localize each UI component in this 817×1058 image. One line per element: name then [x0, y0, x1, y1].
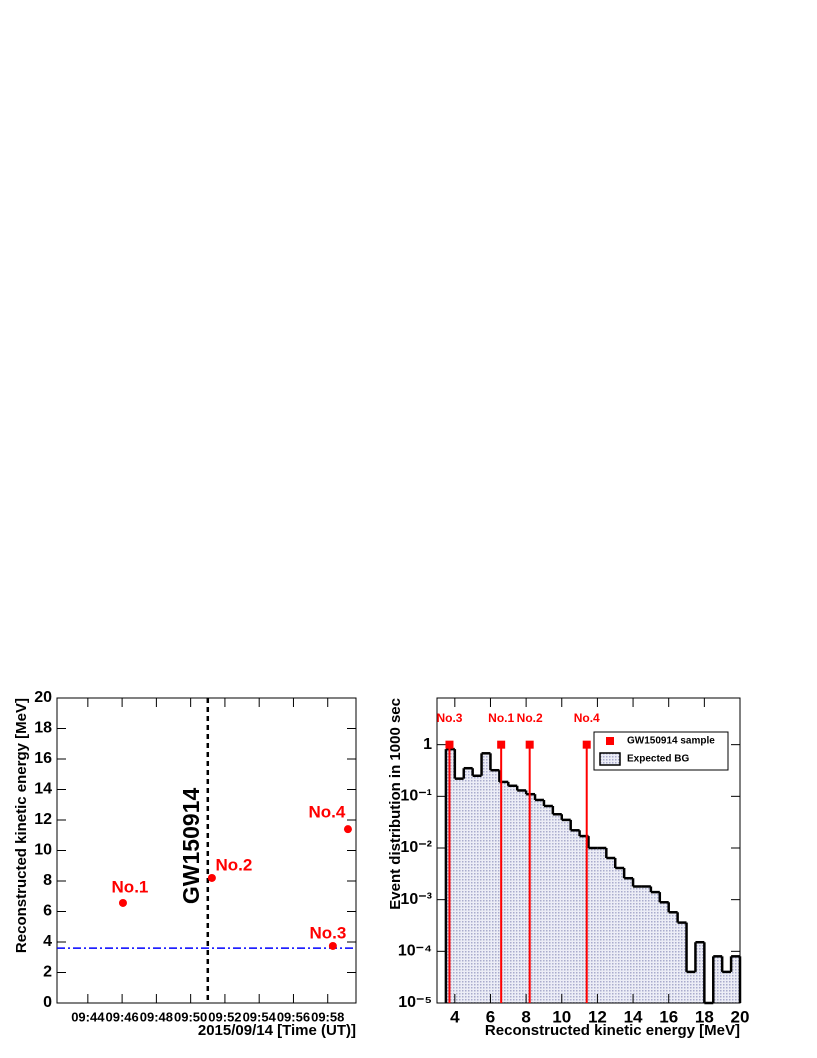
x-tick-label: 09:56: [277, 1009, 310, 1024]
bin: [650, 892, 660, 1003]
bin: [588, 847, 598, 1003]
x-tick-label: 6: [486, 1007, 495, 1026]
marker-label: No.2: [517, 711, 543, 725]
bin: [695, 942, 705, 1003]
bin: [597, 847, 607, 1003]
point: [118, 898, 127, 907]
x-tick-label: 20: [731, 1007, 750, 1026]
y-tick-label: 1: [423, 736, 432, 753]
bin: [677, 922, 687, 1003]
bin: [615, 868, 625, 1003]
legend-label: GW150914 sample: [627, 736, 715, 747]
x-axis-title: Reconstructed kinetic energy [MeV]: [485, 1022, 740, 1039]
plot-frame: [56, 697, 357, 1004]
point-label: No.2: [215, 855, 252, 874]
legend-swatch: [599, 752, 621, 766]
y-tick-label: 20: [34, 689, 52, 706]
y-tick-label: 10⁻²: [400, 839, 432, 856]
y-axis-title: Event distribution in 1000 sec: [387, 698, 404, 910]
x-tick-label: 12: [588, 1007, 607, 1026]
bin: [499, 781, 509, 1003]
bin: [722, 971, 732, 1003]
x-tick-label: 16: [659, 1007, 678, 1026]
bin: [606, 858, 616, 1003]
y-tick-label: 0: [43, 994, 52, 1011]
marker: [582, 740, 591, 749]
marker-label: No.3: [436, 711, 462, 725]
bin: [517, 790, 527, 1003]
x-tick-label: 09:44: [71, 1009, 105, 1024]
marker: [445, 740, 454, 749]
plot-frame: [436, 697, 741, 1004]
y-tick-label: 12: [34, 811, 52, 828]
point-label: No.1: [112, 877, 149, 896]
marker-label: No.4: [574, 711, 600, 725]
point: [207, 873, 216, 882]
y-tick-label: 10⁻¹: [400, 788, 432, 805]
y-tick-label: 4: [43, 933, 52, 950]
x-tick-label: 09:48: [140, 1009, 173, 1024]
bin: [508, 785, 518, 1003]
bin: [481, 753, 491, 1003]
y-tick-label: 10⁻³: [400, 891, 432, 908]
bin: [686, 971, 696, 1003]
y-axis-title: Reconstructed kinetic energy [MeV]: [13, 698, 30, 953]
bin: [454, 778, 464, 1003]
y-tick-label: 8: [43, 872, 52, 889]
point: [328, 941, 337, 950]
marker-label: No.1: [488, 711, 514, 725]
y-tick-label: 10⁻⁴: [398, 943, 432, 960]
x-tick-label: 09:54: [243, 1009, 277, 1024]
x-tick-label: 18: [695, 1007, 714, 1026]
marker: [525, 740, 534, 749]
x-tick-label: 8: [521, 1007, 530, 1026]
bin: [472, 775, 482, 1003]
y-tick-label: 18: [34, 720, 52, 737]
x-tick-label: 4: [450, 1007, 460, 1026]
x-tick-label: 10: [552, 1007, 571, 1026]
bin: [668, 912, 678, 1003]
y-tick-label: 16: [34, 750, 52, 767]
x-tick-label: 09:50: [174, 1009, 207, 1024]
marker: [497, 740, 506, 749]
x-tick-label: 14: [624, 1007, 643, 1026]
point: [343, 825, 352, 834]
bin: [570, 830, 580, 1003]
bin: [490, 770, 500, 1003]
bin: [633, 886, 642, 1003]
x-tick-label: 09:52: [208, 1009, 241, 1024]
bin: [731, 956, 740, 1003]
y-tick-label: 14: [34, 781, 52, 798]
legend-label: Expected BG: [627, 754, 689, 765]
bin: [624, 878, 634, 1003]
legend-swatch: [606, 737, 614, 745]
bin: [561, 819, 571, 1003]
x-axis-title: 2015/09/14 [Time (UT)]: [198, 1022, 356, 1039]
y-tick-label: 6: [43, 903, 52, 920]
y-tick-label: 10⁻⁵: [398, 994, 432, 1011]
x-tick-label: 09:46: [105, 1009, 138, 1024]
bin: [543, 805, 553, 1003]
bin: [579, 836, 589, 1003]
point-label: No.3: [309, 923, 346, 942]
y-tick-label: 2: [43, 964, 52, 981]
bin: [659, 902, 669, 1003]
y-tick-label: 10: [34, 842, 52, 859]
bin: [463, 768, 473, 1003]
point-label: No.4: [309, 803, 346, 822]
event-label: GW150914: [178, 788, 204, 905]
bin: [535, 799, 544, 1003]
x-tick-label: 09:58: [311, 1009, 344, 1024]
bin: [552, 814, 562, 1003]
bin: [641, 886, 651, 1003]
bin: [713, 956, 723, 1003]
